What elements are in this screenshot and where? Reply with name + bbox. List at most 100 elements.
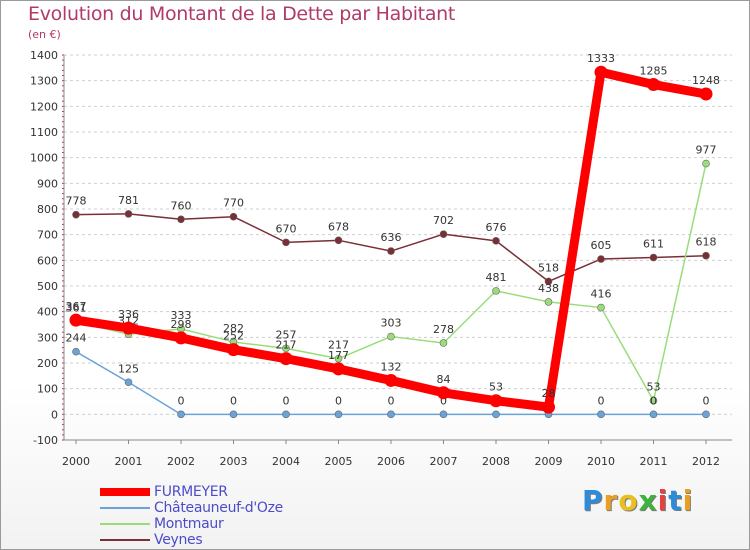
data-point bbox=[227, 343, 240, 357]
data-label: 0 bbox=[598, 394, 605, 407]
logo-letter: r bbox=[603, 484, 619, 517]
x-tick-label: 2012 bbox=[692, 455, 720, 468]
y-tick-label: 800 bbox=[37, 203, 58, 216]
data-point bbox=[177, 215, 185, 224]
logo-letter: i bbox=[657, 484, 669, 517]
data-label: 252 bbox=[223, 330, 244, 343]
y-tick-label: 700 bbox=[37, 229, 58, 242]
data-label: 676 bbox=[486, 221, 507, 234]
data-label: 278 bbox=[433, 323, 454, 336]
data-label: 977 bbox=[696, 144, 717, 157]
data-label: 132 bbox=[381, 360, 402, 373]
data-label: 618 bbox=[696, 236, 717, 249]
logo-letter: P bbox=[582, 484, 604, 517]
x-tick-label: 2002 bbox=[167, 455, 195, 468]
legend-item: Châteauneuf-d'Oze bbox=[100, 500, 283, 516]
data-point bbox=[174, 331, 188, 345]
legend-swatch bbox=[100, 523, 150, 525]
data-label: 336 bbox=[118, 308, 139, 321]
data-point bbox=[649, 410, 658, 419]
data-point bbox=[439, 410, 448, 419]
data-label: 605 bbox=[591, 239, 612, 252]
y-tick-label: 400 bbox=[37, 306, 58, 319]
data-point bbox=[72, 347, 80, 356]
data-label: 0 bbox=[440, 394, 447, 407]
data-label: 611 bbox=[643, 238, 664, 251]
data-label: 0 bbox=[283, 394, 290, 407]
data-point bbox=[437, 386, 450, 400]
data-label: 438 bbox=[538, 282, 559, 295]
data-label: 416 bbox=[591, 288, 612, 301]
data-label: 481 bbox=[486, 271, 507, 284]
data-label: 53 bbox=[489, 381, 503, 394]
data-label: 760 bbox=[171, 199, 192, 212]
data-label: 257 bbox=[276, 328, 297, 341]
x-tick-label: 2011 bbox=[640, 455, 668, 468]
data-point bbox=[282, 238, 290, 247]
data-label: 53 bbox=[647, 381, 661, 394]
data-label: 244 bbox=[66, 332, 87, 345]
data-point bbox=[124, 210, 133, 218]
data-point bbox=[124, 378, 133, 387]
logo-letter: t bbox=[668, 484, 683, 517]
data-label: 0 bbox=[335, 394, 342, 407]
data-point bbox=[492, 410, 500, 419]
data-point bbox=[387, 247, 395, 255]
legend-item: Veynes bbox=[100, 532, 283, 548]
y-tick-label: 100 bbox=[37, 383, 58, 396]
data-label: 636 bbox=[381, 231, 402, 244]
data-label: 217 bbox=[276, 339, 297, 352]
data-point bbox=[279, 352, 293, 366]
data-label: 361 bbox=[66, 302, 87, 315]
data-label: 217 bbox=[328, 339, 349, 352]
proxiti-logo: Proxiti bbox=[582, 484, 693, 517]
data-label: 298 bbox=[171, 318, 192, 331]
data-point bbox=[72, 210, 80, 219]
data-label: 177 bbox=[328, 349, 349, 362]
data-point bbox=[229, 410, 238, 419]
data-point bbox=[647, 78, 660, 92]
logo-letter: x bbox=[638, 484, 658, 517]
data-label: 0 bbox=[178, 394, 185, 407]
y-tick-label: 600 bbox=[37, 254, 58, 267]
data-label: 282 bbox=[223, 322, 244, 335]
data-label: 778 bbox=[66, 195, 87, 208]
legend-label: Veynes bbox=[154, 532, 203, 548]
data-point bbox=[594, 65, 608, 79]
legend-label: FURMEYER bbox=[154, 484, 228, 500]
data-point bbox=[282, 410, 290, 419]
y-tick-label: 500 bbox=[37, 280, 58, 293]
data-label: 125 bbox=[118, 362, 139, 375]
y-tick-label: 900 bbox=[37, 177, 58, 190]
logo-letter: i bbox=[682, 484, 694, 517]
data-point bbox=[649, 253, 658, 262]
data-label: 770 bbox=[223, 197, 244, 210]
data-point bbox=[542, 400, 555, 414]
data-point bbox=[492, 287, 500, 295]
legend-swatch bbox=[100, 488, 150, 496]
data-point bbox=[702, 410, 710, 419]
data-point bbox=[544, 277, 553, 286]
x-tick-label: 2003 bbox=[220, 455, 248, 468]
y-tick-label: 300 bbox=[37, 331, 58, 344]
y-tick-label: 1100 bbox=[30, 126, 58, 139]
x-tick-label: 2008 bbox=[482, 455, 510, 468]
x-tick-label: 2010 bbox=[587, 455, 615, 468]
data-point bbox=[597, 303, 605, 312]
data-label: 0 bbox=[388, 394, 395, 407]
x-tick-label: 2001 bbox=[115, 455, 143, 468]
data-point bbox=[282, 344, 290, 353]
x-tick-label: 2000 bbox=[62, 455, 90, 468]
data-point bbox=[649, 396, 658, 405]
legend-item: Montmaur bbox=[100, 516, 283, 532]
data-point bbox=[229, 212, 238, 221]
data-point bbox=[597, 255, 605, 263]
data-point bbox=[439, 339, 448, 347]
legend-swatch bbox=[100, 539, 150, 541]
data-label: 1285 bbox=[640, 65, 668, 78]
chart-title: Evolution du Montant de la Dette par Hab… bbox=[28, 3, 456, 25]
chart-legend: FURMEYER Châteauneuf-d'Oze Montmaur Veynes bbox=[100, 484, 283, 548]
data-label: 781 bbox=[118, 194, 139, 207]
data-point bbox=[122, 321, 135, 335]
y-tick-label: 1200 bbox=[30, 100, 58, 113]
